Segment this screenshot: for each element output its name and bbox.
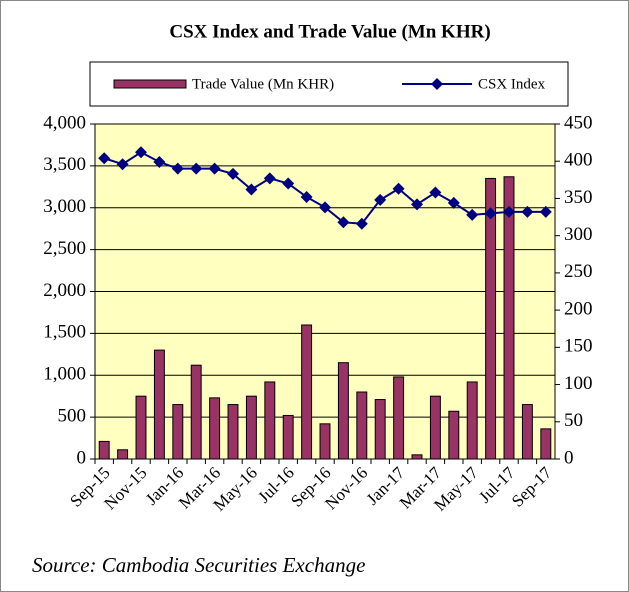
bar (282, 414, 294, 460)
bar (319, 423, 331, 460)
index-marker (245, 183, 258, 196)
index-marker (98, 152, 111, 165)
index-marker (466, 208, 479, 221)
y-tick-label: 500 (58, 405, 87, 426)
y-tick-label: 0 (77, 447, 87, 468)
bar (374, 399, 386, 460)
bar (227, 404, 239, 460)
y-tick-label: 1,500 (43, 322, 86, 343)
index-marker (521, 205, 534, 218)
legend-label: CSX Index (478, 76, 546, 92)
bar (393, 376, 405, 460)
bar (503, 176, 515, 460)
index-marker (319, 201, 331, 214)
index-marker (263, 172, 276, 185)
index-marker (503, 205, 515, 218)
y2-tick-label: 100 (564, 373, 593, 394)
y-tick-label: 4,000 (43, 112, 86, 133)
legend-swatch (113, 79, 187, 89)
y2-tick-label: 50 (564, 410, 583, 431)
y-tick-label: 3,000 (43, 196, 86, 217)
bar (485, 177, 497, 460)
y-tick-label: 2,000 (43, 280, 86, 301)
bar (98, 440, 110, 460)
legend-marker (431, 78, 443, 90)
y2-tick-label: 0 (564, 447, 574, 468)
index-marker (171, 162, 184, 175)
legend-label: Trade Value (Mn KHR) (192, 76, 334, 92)
bar (172, 404, 184, 460)
index-marker (429, 186, 442, 199)
bar (301, 324, 313, 460)
index-marker (190, 162, 203, 175)
y2-tick-label: 250 (564, 261, 593, 282)
chart-title: CSX Index and Trade Value (Mn KHR) (169, 21, 490, 42)
bar (264, 381, 276, 460)
index-marker (227, 167, 239, 180)
bar (190, 364, 202, 460)
source-note: Source: Cambodia Securities Exchange (32, 553, 365, 577)
bar (337, 362, 349, 460)
bar (429, 395, 441, 460)
bar (521, 404, 533, 460)
index-marker (135, 146, 147, 159)
index-marker (411, 198, 423, 211)
bar (117, 449, 129, 460)
index-marker (447, 196, 460, 209)
index-marker (484, 207, 497, 220)
index-marker (116, 158, 129, 171)
bar (153, 349, 165, 460)
index-marker (337, 216, 350, 229)
bar (245, 395, 257, 460)
bar (209, 397, 221, 460)
y2-tick-label: 400 (564, 150, 593, 171)
index-marker (374, 193, 387, 206)
bar (466, 381, 478, 460)
index-marker (355, 217, 368, 230)
y2-tick-label: 350 (564, 187, 593, 208)
bar (356, 391, 368, 460)
bar (448, 410, 460, 460)
bar (135, 395, 147, 460)
y-tick-label: 1,000 (43, 364, 86, 385)
y-tick-label: 2,500 (43, 238, 86, 259)
index-marker (282, 177, 295, 190)
index-marker (300, 190, 313, 203)
index-marker (392, 182, 405, 195)
y-tick-label: 3,500 (43, 154, 86, 175)
y2-tick-label: 450 (564, 112, 593, 133)
y2-tick-label: 150 (564, 336, 593, 357)
index-marker (208, 162, 221, 175)
y2-tick-label: 300 (564, 224, 593, 245)
index-marker (153, 155, 166, 168)
y2-tick-label: 200 (564, 298, 593, 319)
bar (411, 454, 423, 460)
bar (540, 428, 552, 460)
index-marker (539, 205, 552, 218)
